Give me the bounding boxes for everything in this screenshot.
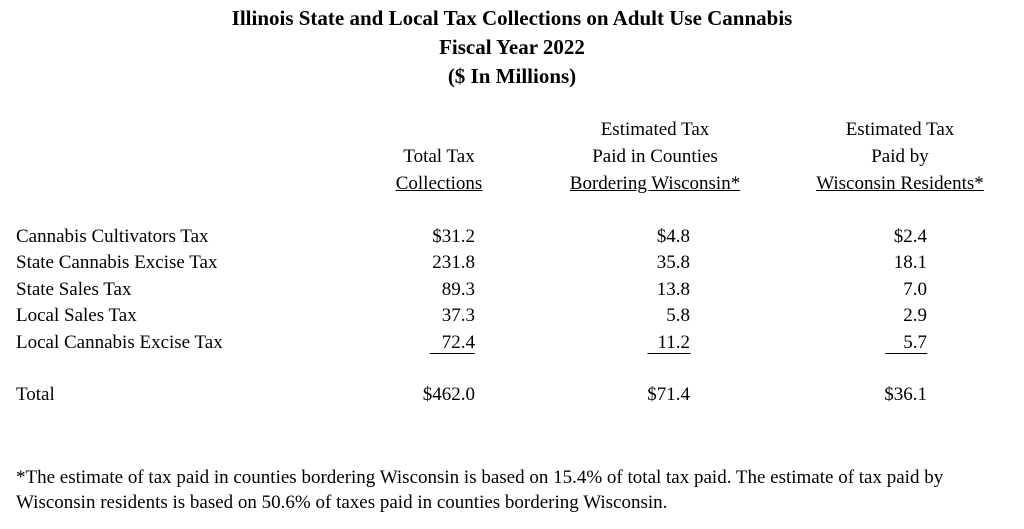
title-line: Illinois State and Local Tax Collections… <box>231 6 793 30</box>
column-header: Wisconsin Residents* <box>816 173 984 194</box>
total-cell: $71.4 <box>647 384 690 405</box>
column-header: Estimated Tax <box>600 119 710 140</box>
cell: 5.8 <box>666 305 690 326</box>
row-label: State Sales Tax <box>16 279 132 300</box>
row-label: State Cannabis Excise Tax <box>16 252 218 273</box>
footnote: *The estimate of tax paid in counties bo… <box>16 467 944 513</box>
column-header: Collections <box>395 173 483 194</box>
cell: 35.8 <box>656 252 690 273</box>
column-header: Bordering Wisconsin* <box>569 173 741 194</box>
cell: 5.7 <box>885 333 927 354</box>
column-header: Estimated Tax <box>845 119 955 140</box>
cell: 231.8 <box>432 252 475 273</box>
total-cell: $462.0 <box>422 384 475 405</box>
cell: 2.9 <box>903 305 927 326</box>
row-label: Local Sales Tax <box>16 305 137 326</box>
cell: 18.1 <box>893 252 927 273</box>
column-header: Total Tax <box>403 146 475 167</box>
title-line: ($ In Millions) <box>447 64 577 88</box>
cell: $4.8 <box>656 226 690 247</box>
cell: $31.2 <box>432 226 475 247</box>
cell: 7.0 <box>903 279 927 300</box>
row-label: Cannabis Cultivators Tax <box>16 226 209 247</box>
cell: 37.3 <box>441 305 475 326</box>
cell: 89.3 <box>441 279 475 300</box>
cell: $2.4 <box>893 226 927 247</box>
column-header: Paid by <box>871 146 929 167</box>
cell: 13.8 <box>656 279 690 300</box>
column-header: Paid in Counties <box>592 146 718 167</box>
total-cell: $36.1 <box>884 384 927 405</box>
total-label: Total <box>16 384 55 405</box>
cell: 11.2 <box>647 333 690 354</box>
cell: 72.4 <box>429 333 475 354</box>
title-line: Fiscal Year 2022 <box>439 35 585 59</box>
row-label: Local Cannabis Excise Tax <box>16 332 223 353</box>
